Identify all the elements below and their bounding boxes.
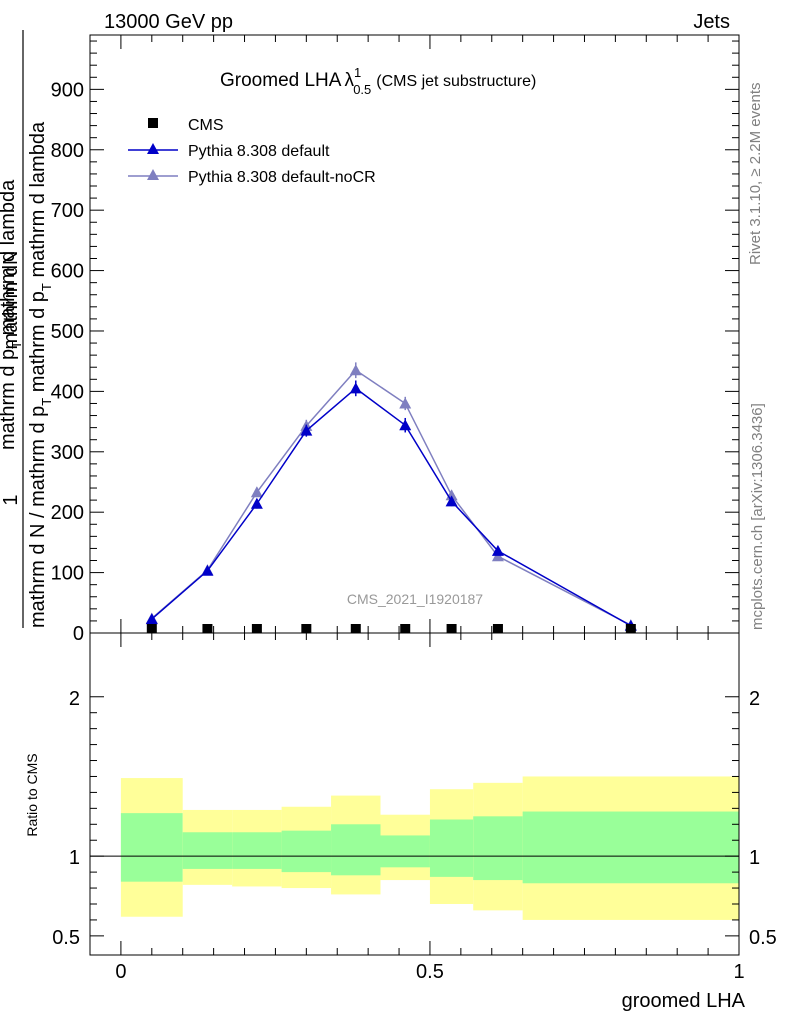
point-default [445,495,458,507]
ratio-y-tick-label-right: 2 [749,688,760,710]
process-label: Jets [693,11,730,33]
band-inner [182,832,233,869]
title-symbol: λ [344,70,354,91]
main-y-tick-label: 100 [51,563,84,585]
point-default [201,564,214,576]
band-inner [429,819,474,877]
y-den-sub2: T [39,283,54,291]
series-line-nocr [151,369,632,626]
y-den-part2: mathrm d p [27,291,49,398]
ratio-y-tick-label-right: 1 [749,847,760,869]
legend-label-cms: CMS [188,117,224,134]
main-y-tick-label: 700 [51,200,84,222]
title-main: Groomed LHA [220,70,342,91]
point-default [145,613,158,625]
ratio-bands [120,776,739,920]
ratio-axis-ticks: 0.5 0.51 12 20 0.5 1 [52,633,777,983]
rivet-label: Rivet 3.1.10, ≥ 2.2M events [747,83,764,266]
x-axis-label: groomed LHA [622,990,746,1012]
ratio-y-tick-label: 0.5 [52,927,80,949]
analysis-watermark: CMS_2021_I1920187 [347,591,483,607]
chart-title: Groomed LHA λ1 0.5 (CMS jet substructure) [220,65,536,97]
point-cms [350,624,361,633]
point-default [349,382,362,394]
main-y-tick-label: 900 [51,79,84,101]
band-inner [331,824,381,876]
point-cms [146,624,157,633]
y-den-part1: mathrm d N / mathrm d p [27,406,49,628]
point-default [300,424,313,436]
legend-marker-default [147,143,159,154]
point-default [399,419,412,431]
point-nocr [399,397,412,409]
y-label-num-top: mathrm dN [0,251,22,350]
y-den-sub1: T [39,398,54,406]
legend: CMS Pythia 8.308 default Pythia 8.308 de… [128,117,376,186]
main-y-tick-label: 800 [51,140,84,162]
ratio-y-tick-label-right: 0.5 [749,927,777,949]
point-cms [625,624,636,633]
point-cms [400,624,411,633]
mcplots-label: mcplots.cern.ch [arXiv:1306.3436] [749,403,766,630]
band-inner [232,832,282,869]
band-inner [473,816,523,881]
x-tick-label: 1 [733,961,744,983]
main-y-tick-label: 500 [51,321,84,343]
main-y-tick-label: 0 [73,623,84,645]
point-nocr [250,486,263,498]
y-num-part1: mathrm d p [0,349,19,450]
ratio-y-label: Ratio to CMS [24,753,40,836]
y-label-num: 1 [0,494,22,505]
y-den-part3: mathrm d lambda [27,121,49,283]
band-inner [120,813,183,882]
y-num-part2: mathrm d lambda [0,179,19,341]
x-tick-label: 0 [115,961,126,983]
main-y-tick-label: 200 [51,502,84,524]
main-y-tick-label: 600 [51,261,84,283]
title-sub: 0.5 [353,82,371,97]
band-inner [522,811,739,884]
point-cms [446,624,457,633]
point-cms [301,624,312,633]
main-y-tick-label: 300 [51,442,84,464]
point-nocr [349,364,362,376]
main-panel: 0 100 200 300 400 500 600 700 800 900 Groomed LHA… [0,30,740,645]
main-y-tick-label: 400 [51,381,84,403]
band-inner [380,835,430,868]
y-label-denominator: mathrm d N / mathrm d pT mathrm d pT mat… [27,121,54,628]
legend-marker-nocr [147,169,159,180]
legend-label-nocr: Pythia 8.308 default-noCR [188,169,376,186]
ratio-frame [89,632,740,956]
legend-label-default: Pythia 8.308 default [188,143,330,160]
y-num-sub1: T [9,341,24,349]
ratio-y-tick-label: 2 [69,688,80,710]
y-label-numerator: mathrm d pT mathrm d lambda [0,179,24,450]
point-cms [202,624,213,633]
ratio-y-tick-label: 1 [69,847,80,869]
point-default [491,544,504,556]
x-tick-label: 0.5 [416,961,444,983]
point-default [250,497,263,509]
point-cms [251,624,262,633]
title-note: (CMS jet substructure) [376,73,536,90]
point-cms [492,624,503,633]
y-axis-label: 1 mathrm d pT mathrm d lambda mathrm dN … [0,30,54,628]
ratio-panel: 0.5 0.51 12 20 0.5 1 Ratio to CMS groomed LHA [24,632,777,1012]
main-axis-ticks: 0 100 200 300 400 500 600 700 800 900 [51,35,740,645]
title-sup: 1 [354,65,361,80]
band-inner [281,830,332,873]
main-data-marks [145,362,637,633]
legend-marker-cms [148,118,158,128]
energy-label: 13000 GeV pp [104,11,233,33]
